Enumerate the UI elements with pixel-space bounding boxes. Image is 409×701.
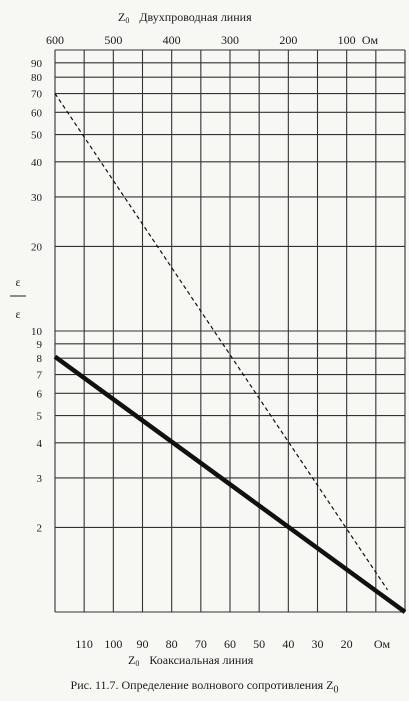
y-tick-label: 70 bbox=[31, 89, 43, 101]
figure-caption: Рис. 11.7. Определение волнового сопроти… bbox=[0, 678, 409, 695]
caption-subscript: 0 bbox=[333, 684, 339, 696]
y-tick-label: 20 bbox=[31, 241, 43, 253]
bottom-tick-label: 40 bbox=[282, 637, 294, 651]
y-tick-label: 90 bbox=[31, 58, 43, 70]
y-tick-label: 5 bbox=[37, 411, 43, 423]
series bbox=[53, 93, 407, 614]
series-line-1 bbox=[53, 354, 407, 614]
y-tick-label: 30 bbox=[31, 192, 43, 204]
y-tick-label: 2 bbox=[37, 522, 43, 534]
y-tick-label: 6 bbox=[37, 388, 43, 400]
top-tick-label: 600 bbox=[46, 33, 64, 47]
y-axis-label-bottom: ε bbox=[15, 307, 20, 321]
bottom-tick-label: 90 bbox=[137, 637, 149, 651]
y-tick-label: 40 bbox=[31, 157, 43, 169]
bottom-axis-title: Z0 Коаксиальная линия bbox=[128, 653, 254, 668]
bottom-tick-label: 50 bbox=[253, 637, 265, 651]
bottom-tick-label: 80 bbox=[166, 637, 178, 651]
y-tick-label: 8 bbox=[37, 353, 43, 365]
y-axis-label: ε ε bbox=[10, 275, 26, 321]
series-line-2 bbox=[54, 93, 388, 591]
bottom-tick-label: 110 bbox=[75, 637, 93, 651]
top-tick-label: 100 bbox=[338, 33, 356, 47]
y-tick-label: 10 bbox=[31, 326, 43, 338]
y-tick-label: 9 bbox=[37, 339, 43, 351]
bottom-tick-label: 30 bbox=[312, 637, 324, 651]
bottom-axis-ticks: 110 100 90 80 70 60 50 40 30 20 bbox=[75, 637, 352, 651]
top-axis-unit: Ом bbox=[362, 33, 379, 47]
y-tick-label: 7 bbox=[37, 370, 43, 382]
bottom-tick-label: 20 bbox=[341, 637, 353, 651]
top-axis-ticks: 600 500 400 300 200 100 bbox=[46, 33, 356, 47]
top-tick-label: 300 bbox=[221, 33, 239, 47]
y-tick-label: 3 bbox=[37, 473, 43, 485]
caption-text: Рис. 11.7. Определение волнового сопроти… bbox=[70, 678, 334, 692]
y-tick-label: 50 bbox=[31, 130, 43, 142]
y-axis-label-top: ε bbox=[15, 275, 20, 289]
top-tick-label: 500 bbox=[104, 33, 122, 47]
top-tick-label: 200 bbox=[279, 33, 297, 47]
top-axis-title: Z0 Двухпроводная линия bbox=[118, 10, 252, 25]
bottom-tick-label: 60 bbox=[224, 637, 236, 651]
y-axis-ticks: 90 80 70 60 50 40 30 20 109 8 7 6 5 4 3 2 bbox=[31, 58, 43, 535]
bottom-axis-unit: Ом bbox=[374, 637, 391, 651]
bottom-tick-label: 100 bbox=[104, 637, 122, 651]
bottom-tick-label: 70 bbox=[195, 637, 207, 651]
y-tick-label: 80 bbox=[31, 72, 43, 84]
grid bbox=[54, 49, 406, 613]
y-tick-label: 60 bbox=[31, 107, 43, 119]
top-tick-label: 400 bbox=[163, 33, 181, 47]
y-tick-label: 4 bbox=[37, 438, 43, 450]
